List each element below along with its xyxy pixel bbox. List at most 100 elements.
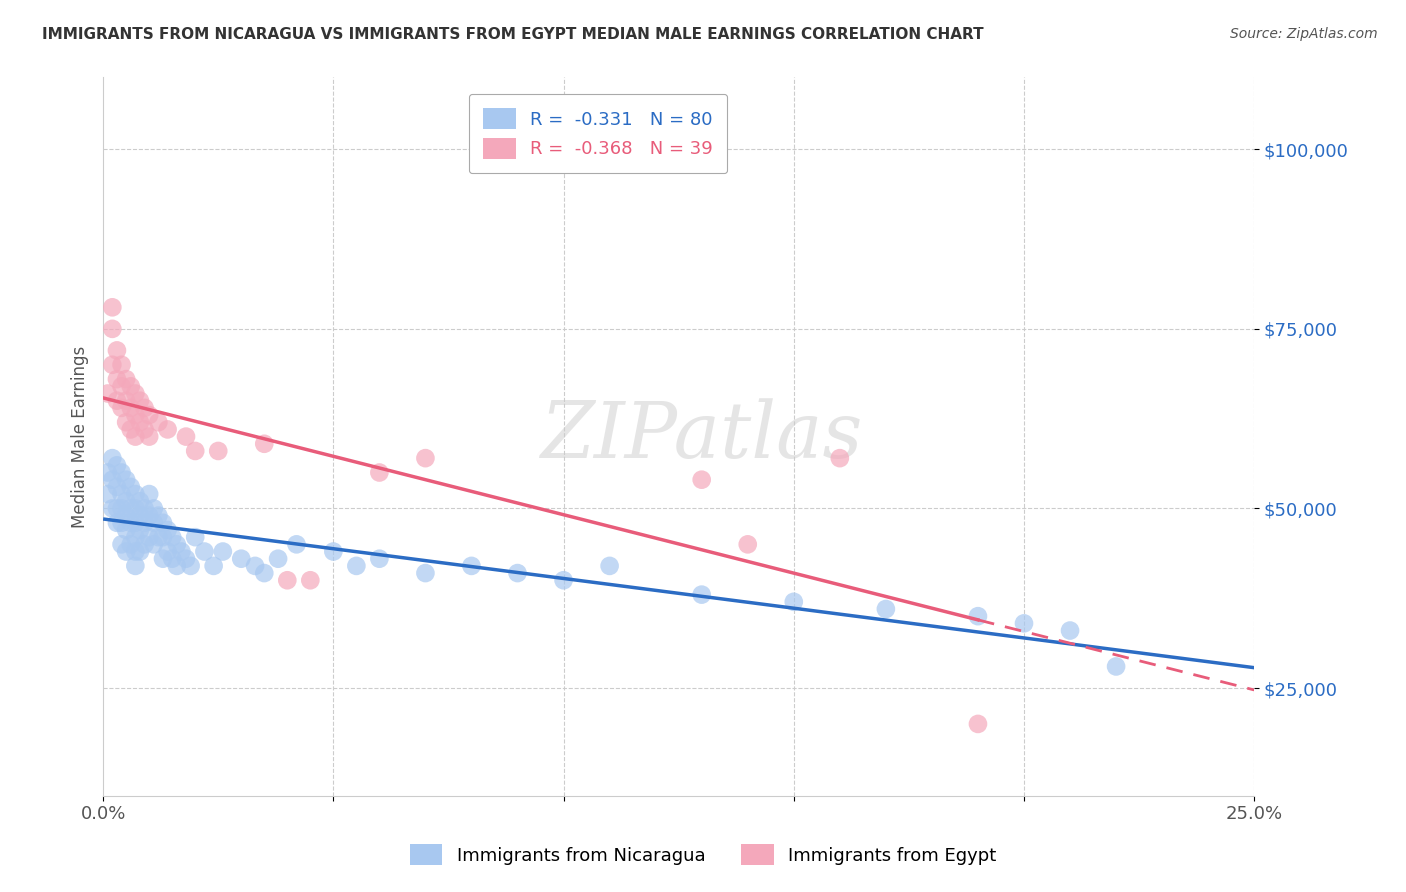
Text: IMMIGRANTS FROM NICARAGUA VS IMMIGRANTS FROM EGYPT MEDIAN MALE EARNINGS CORRELAT: IMMIGRANTS FROM NICARAGUA VS IMMIGRANTS … bbox=[42, 27, 984, 42]
Point bbox=[105, 516, 128, 530]
Point bbox=[101, 451, 124, 466]
Point bbox=[460, 558, 482, 573]
Point bbox=[166, 558, 188, 573]
Point bbox=[115, 544, 138, 558]
Point bbox=[134, 401, 156, 415]
Point bbox=[110, 358, 132, 372]
Point bbox=[415, 451, 437, 466]
Point bbox=[211, 544, 233, 558]
Point bbox=[156, 523, 179, 537]
Point bbox=[120, 480, 142, 494]
Point bbox=[202, 558, 225, 573]
Point bbox=[124, 408, 146, 422]
Point bbox=[120, 401, 142, 415]
Point bbox=[368, 466, 391, 480]
Point bbox=[124, 429, 146, 443]
Point bbox=[553, 574, 575, 588]
Point bbox=[110, 516, 132, 530]
Point bbox=[124, 487, 146, 501]
Point bbox=[110, 466, 132, 480]
Point bbox=[160, 530, 183, 544]
Point bbox=[967, 609, 990, 624]
Point bbox=[174, 429, 197, 443]
Point bbox=[120, 516, 142, 530]
Point bbox=[105, 480, 128, 494]
Point bbox=[115, 415, 138, 429]
Point bbox=[129, 508, 152, 523]
Point bbox=[120, 501, 142, 516]
Point bbox=[115, 372, 138, 386]
Point bbox=[124, 558, 146, 573]
Point bbox=[134, 537, 156, 551]
Legend: R =  -0.331   N = 80, R =  -0.368   N = 39: R = -0.331 N = 80, R = -0.368 N = 39 bbox=[468, 94, 727, 173]
Y-axis label: Median Male Earnings: Median Male Earnings bbox=[72, 345, 89, 528]
Point bbox=[207, 444, 229, 458]
Point bbox=[174, 551, 197, 566]
Point bbox=[184, 530, 207, 544]
Text: Source: ZipAtlas.com: Source: ZipAtlas.com bbox=[1230, 27, 1378, 41]
Point bbox=[253, 566, 276, 580]
Point bbox=[148, 530, 170, 544]
Point bbox=[276, 574, 298, 588]
Point bbox=[152, 551, 174, 566]
Point bbox=[170, 544, 193, 558]
Point bbox=[184, 444, 207, 458]
Point bbox=[142, 516, 165, 530]
Point bbox=[134, 501, 156, 516]
Point bbox=[134, 422, 156, 436]
Point bbox=[193, 544, 215, 558]
Point bbox=[110, 487, 132, 501]
Point bbox=[105, 458, 128, 473]
Point bbox=[368, 551, 391, 566]
Point bbox=[138, 429, 160, 443]
Point bbox=[97, 386, 120, 401]
Point bbox=[967, 717, 990, 731]
Point bbox=[101, 358, 124, 372]
Point bbox=[243, 558, 266, 573]
Point bbox=[115, 523, 138, 537]
Legend: Immigrants from Nicaragua, Immigrants from Egypt: Immigrants from Nicaragua, Immigrants fr… bbox=[401, 835, 1005, 874]
Point bbox=[828, 451, 851, 466]
Point bbox=[344, 558, 367, 573]
Point bbox=[124, 516, 146, 530]
Point bbox=[129, 494, 152, 508]
Point bbox=[115, 473, 138, 487]
Point bbox=[506, 566, 529, 580]
Point bbox=[138, 508, 160, 523]
Point bbox=[110, 401, 132, 415]
Point bbox=[875, 602, 897, 616]
Point bbox=[124, 501, 146, 516]
Point bbox=[105, 372, 128, 386]
Point bbox=[156, 544, 179, 558]
Point bbox=[110, 379, 132, 393]
Point bbox=[129, 544, 152, 558]
Point bbox=[105, 393, 128, 408]
Point bbox=[115, 494, 138, 508]
Point bbox=[690, 588, 713, 602]
Point bbox=[160, 551, 183, 566]
Point bbox=[138, 530, 160, 544]
Point bbox=[415, 566, 437, 580]
Point bbox=[101, 301, 124, 315]
Point bbox=[115, 393, 138, 408]
Point bbox=[101, 501, 124, 516]
Point bbox=[124, 530, 146, 544]
Point bbox=[105, 501, 128, 516]
Point bbox=[129, 393, 152, 408]
Point bbox=[690, 473, 713, 487]
Point bbox=[299, 574, 322, 588]
Point bbox=[148, 508, 170, 523]
Point bbox=[120, 537, 142, 551]
Point bbox=[152, 530, 174, 544]
Point bbox=[115, 508, 138, 523]
Point bbox=[138, 487, 160, 501]
Point bbox=[148, 415, 170, 429]
Point bbox=[124, 544, 146, 558]
Point bbox=[737, 537, 759, 551]
Point bbox=[156, 422, 179, 436]
Point bbox=[267, 551, 290, 566]
Point bbox=[1105, 659, 1128, 673]
Point bbox=[101, 473, 124, 487]
Point bbox=[101, 322, 124, 336]
Point bbox=[129, 415, 152, 429]
